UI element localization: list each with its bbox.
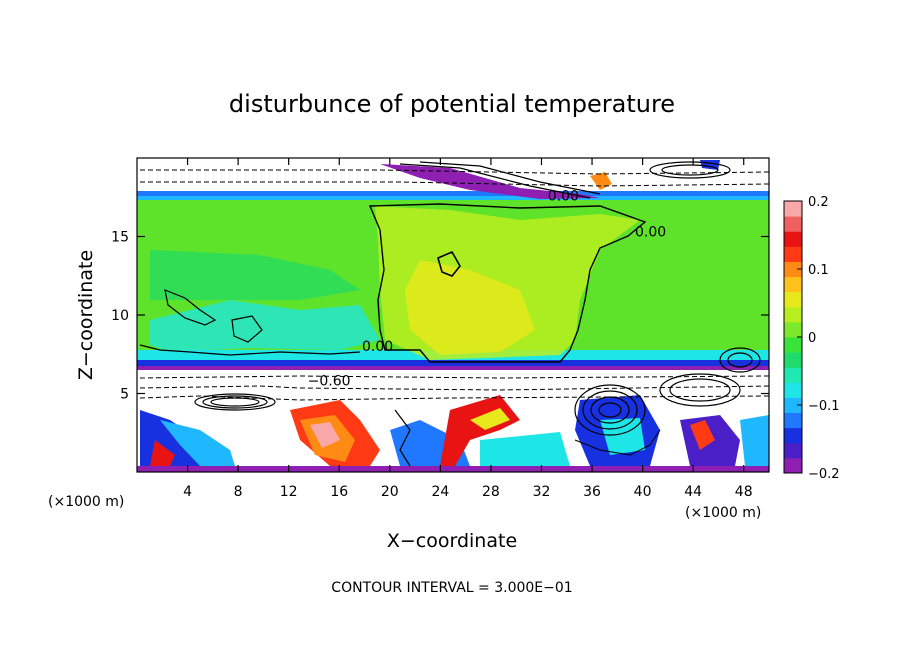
contour-interval-note: CONTOUR INTERVAL = 3.000E−01 bbox=[331, 580, 572, 596]
lower-cyan-right bbox=[600, 418, 645, 455]
colorbar bbox=[783, 200, 803, 474]
colorbar-swatch bbox=[784, 337, 802, 353]
contour-zero-main bbox=[368, 203, 647, 363]
cool-region-left bbox=[150, 300, 380, 352]
contour-label: 0.00 bbox=[362, 339, 393, 355]
field-cold-band-edge bbox=[137, 196, 769, 200]
colorbar-tick-label: −0.1 bbox=[808, 399, 840, 414]
contour-dashed-mid-1 bbox=[139, 375, 769, 379]
colorbar-swatch bbox=[784, 457, 802, 474]
x-axis-label: X−coordinate bbox=[387, 530, 517, 552]
field-bottom-purple bbox=[137, 466, 769, 472]
warm-core-center bbox=[405, 260, 535, 355]
contour-warm-spot bbox=[437, 250, 461, 277]
colorbar-swatch bbox=[784, 397, 802, 414]
x-tick-label: 24 bbox=[431, 484, 449, 500]
x-unit-left: (×1000 m) bbox=[48, 494, 124, 510]
contour-zero-left bbox=[139, 344, 361, 356]
y-tick-label: 15 bbox=[111, 230, 129, 246]
x-tick-label: 8 bbox=[234, 484, 243, 500]
x-tick-label: 48 bbox=[735, 484, 753, 500]
x-tick-label: 40 bbox=[634, 484, 652, 500]
colorbar-swatch bbox=[784, 412, 802, 429]
colorbar-swatch bbox=[784, 367, 802, 383]
contour-label: 0.00 bbox=[548, 188, 579, 204]
contour-dashed-top-2 bbox=[140, 181, 769, 187]
y-tick-label: 10 bbox=[111, 308, 129, 324]
contour-cluster-right bbox=[574, 347, 761, 436]
colorbar-swatch bbox=[784, 276, 802, 293]
lower-cyan-center bbox=[480, 432, 570, 466]
contour-dashed-mid-2 bbox=[139, 385, 769, 391]
lower-red-right bbox=[690, 420, 715, 450]
cool-region-mid bbox=[150, 250, 360, 300]
field-cold-band bbox=[137, 191, 769, 200]
lower-yellow-center bbox=[470, 408, 510, 430]
lower-cyan-far-right bbox=[740, 415, 769, 466]
colorbar-swatch bbox=[784, 352, 802, 368]
x-unit-right: (×1000 m) bbox=[685, 505, 761, 521]
colorbar-tick-label: 0.1 bbox=[808, 263, 829, 278]
x-tick-label: 44 bbox=[684, 484, 702, 500]
lower-pink-mid bbox=[310, 422, 340, 448]
contour-dashed-top-1 bbox=[140, 169, 769, 175]
top-purple-strip bbox=[380, 164, 600, 199]
colorbar-swatch bbox=[784, 201, 802, 217]
colorbar-swatch bbox=[784, 291, 802, 308]
colorbar-swatch bbox=[784, 231, 802, 247]
contour-dashed-mid-3 bbox=[139, 395, 769, 401]
x-tick-label: 12 bbox=[280, 484, 298, 500]
contour-cluster-left bbox=[194, 393, 276, 411]
colorbar-swatch bbox=[784, 442, 802, 459]
contour-label: −0.60 bbox=[308, 374, 351, 390]
colorbar-swatch bbox=[784, 261, 802, 278]
contour-blob-left bbox=[164, 289, 217, 326]
x-tick-label: 36 bbox=[583, 484, 601, 500]
colorbar-swatch bbox=[784, 306, 802, 323]
colorbar-tick-label: 0 bbox=[808, 331, 816, 346]
contour-lower-right bbox=[574, 429, 661, 456]
colorbar-swatch bbox=[784, 427, 802, 444]
x-tick-label: 16 bbox=[330, 484, 348, 500]
plot-area bbox=[137, 158, 769, 472]
x-tick-label: 20 bbox=[381, 484, 399, 500]
lower-red-left bbox=[150, 440, 175, 466]
y-axis-label: Z−coordinate bbox=[75, 250, 97, 380]
colorbar-swatch bbox=[784, 321, 802, 338]
x-tick-label: 32 bbox=[533, 484, 551, 500]
contour-cluster-top bbox=[399, 161, 731, 199]
colorbar-swatch bbox=[784, 382, 802, 398]
field-purple-layer bbox=[137, 366, 769, 370]
colorbar-swatch bbox=[784, 246, 802, 262]
contour-blob-small bbox=[231, 315, 263, 343]
y-tick-label: 5 bbox=[120, 387, 129, 403]
lower-cyan-left bbox=[160, 420, 235, 466]
x-tick-label: 4 bbox=[183, 484, 192, 500]
colorbar-tick-label: 0.2 bbox=[808, 195, 829, 210]
field-dark-layer bbox=[137, 360, 769, 368]
x-tick-label: 28 bbox=[482, 484, 500, 500]
colorbar-swatch bbox=[784, 216, 802, 232]
chart-title: disturbunce of potential temperature bbox=[229, 90, 675, 118]
colorbar-tick-label: −0.2 bbox=[808, 467, 840, 482]
contour-label: 0.00 bbox=[635, 225, 666, 241]
contour-lower-center bbox=[394, 409, 411, 467]
